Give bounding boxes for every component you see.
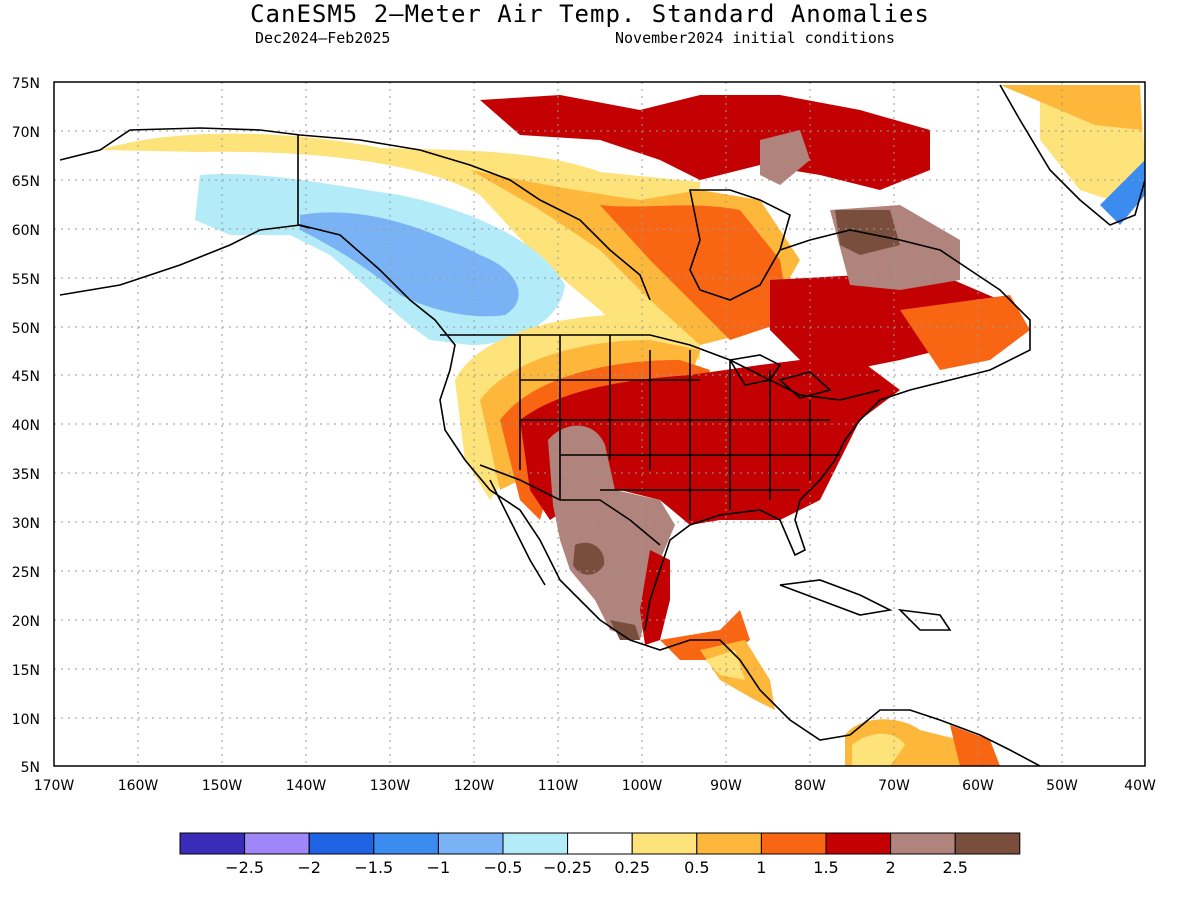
anomaly-warm6-quebec [835,210,900,255]
lon-label: 160W [118,778,159,794]
anomaly-fields [100,85,1145,766]
colorbar-label: −2 [297,858,321,877]
great-lakes [728,354,832,399]
colorbar-label: −0.25 [543,858,592,877]
anomaly-cold-greenland [1100,160,1145,225]
lon-label: 100W [622,778,663,794]
anomaly-warm3-canada [600,205,790,340]
lon-label: 80W [794,778,826,794]
colorbar-swatch [179,832,246,855]
coastline-east [644,229,1031,631]
anomaly-warm4-central [520,360,900,525]
colorbar-swatch [437,832,504,855]
colorbar-swatch [567,832,633,855]
map-title: CanESM5 2—Meter Air Temp. Standard Anoma… [250,0,930,28]
anomaly-warm1-centralamerica [705,650,745,680]
lat-label: 45N [12,369,40,385]
initial-conditions: November2024 initial conditions [615,29,895,47]
lat-label: 50N [12,321,40,337]
anomaly-warm4-gulf [640,550,670,645]
gridlines [54,82,1145,766]
colorbar-label: −0.5 [484,858,523,877]
colorbar-swatch [696,832,762,855]
colorbar-swatch [760,832,827,855]
lat-label: 15N [12,663,40,679]
lon-label: 50W [1046,778,1078,794]
lat-axis: 75N 70N 65N 60N 55N 50N 45N 40N 35N 30N … [12,76,40,776]
coastline-cuba [779,579,893,616]
border-alaska-canada [297,135,311,229]
lon-label: 170W [34,778,75,794]
lon-axis: 170W 160W 150W 140W 130W 120W 110W 100W … [34,778,1156,794]
colorbar-label: −1.5 [354,858,393,877]
lat-label: 20N [12,614,40,630]
lat-label: 40N [12,418,40,434]
colorbar-label: 1 [756,858,766,877]
lon-label: 40W [1124,778,1156,794]
colorbar-label: 2.5 [942,858,967,877]
lon-label: 150W [202,778,243,794]
lat-label: 65N [12,174,40,190]
lon-label: 90W [710,778,742,794]
lon-label: 130W [370,778,411,794]
anomaly-warm6-mexico [573,542,605,575]
anomaly-cold2 [300,212,519,317]
colorbar-swatch [890,832,956,855]
anomaly-warm2-greenland [1000,85,1142,130]
lon-label: 70W [878,778,910,794]
coastline-south-america [849,709,1041,766]
lon-label: 110W [538,778,579,794]
colorbar-swatch [308,832,375,855]
anomaly-warm1-southamerica [852,733,905,766]
anomaly-warm5-southwest [548,425,675,640]
colorbar: −2.5 −2 −1.5 −1 −0.5 −0.25 0.25 0.5 1 1.… [179,832,1021,877]
colorbar-swatch [502,832,569,855]
map-frame [53,81,1146,767]
colorbar-swatch [631,832,698,855]
baja-california [489,479,546,586]
anomaly-warm3-maritimes [900,295,1030,370]
coastline-alaska [59,224,851,741]
colorbar-label: 1.5 [813,858,838,877]
lon-label: 60W [962,778,994,794]
coastline-hispaniola [897,608,952,631]
coastline-hudson-bay [689,189,791,301]
lat-label: 30N [12,516,40,532]
lat-label: 10N [12,712,40,728]
coastlines [59,84,1145,766]
lat-label: 75N [12,76,40,92]
colorbar-label: −2.5 [225,858,264,877]
lat-label: 55N [12,272,40,288]
lat-label: 60N [12,223,40,239]
coastline-greenland [999,84,1145,226]
anomaly-warm4-arctic-islands [480,95,930,190]
colorbar-swatch [373,832,439,855]
anomaly-warm5-hudson [760,130,810,185]
anomaly-warm6-mexico-south [610,620,640,640]
lat-label: 70N [12,125,40,141]
colorbar-swatch [954,832,1021,855]
colorbar-label: 2 [886,858,896,877]
lon-label: 140W [286,778,327,794]
colorbar-swatch [825,832,892,855]
colorbar-label: −1 [427,858,451,877]
colorbar-label: 0.25 [614,858,650,877]
state-lines [519,335,840,520]
lat-label: 35N [12,467,40,483]
colorbar-label: 0.5 [684,858,709,877]
colorbar-swatch [244,832,310,855]
anomaly-warm3-southamerica [950,725,1000,766]
border-us-mexico [479,464,661,546]
lon-label: 120W [454,778,495,794]
forecast-period: Dec2024—Feb2025 [255,29,391,47]
lat-label: 5N [21,760,40,776]
lat-label: 25N [12,565,40,581]
coastline-arctic [59,127,651,301]
